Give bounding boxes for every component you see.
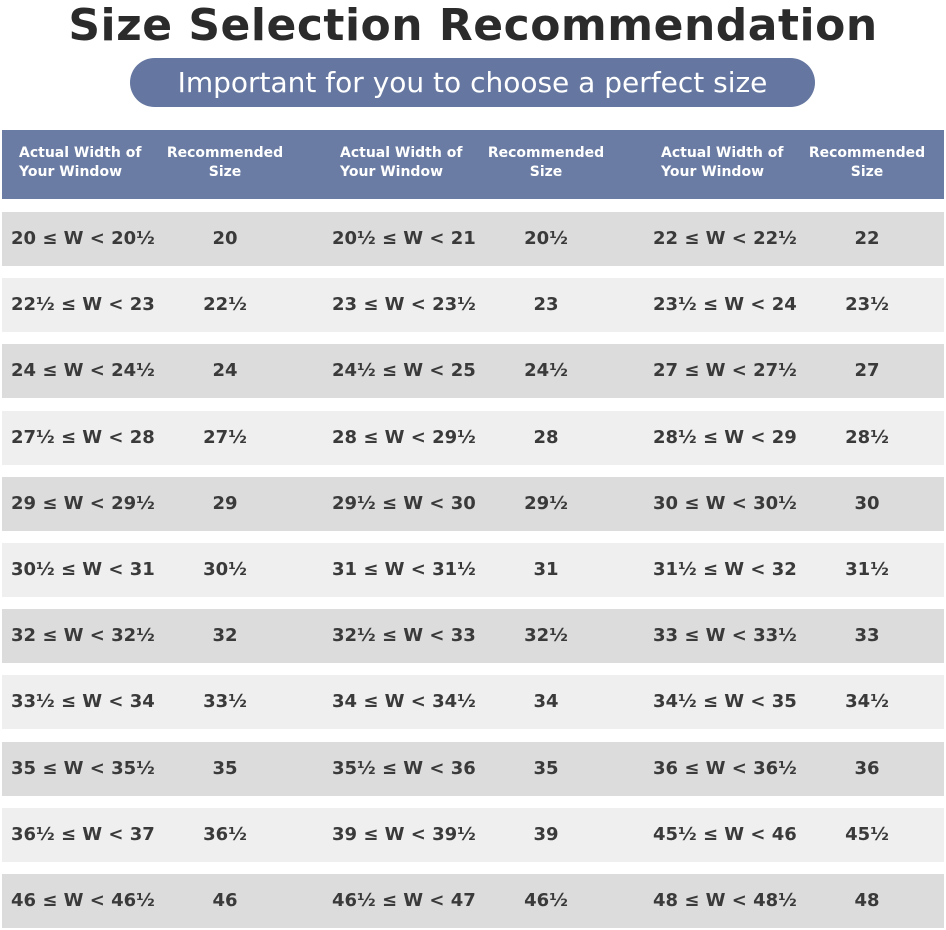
recommended-size: 32 bbox=[212, 625, 238, 647]
recommended-size: 34½ bbox=[845, 691, 889, 713]
table-row: 35 ≤ W < 35½ 35 35½ ≤ W < 36 35 36 ≤ W < 36½… bbox=[2, 741, 944, 796]
width-range: 32½ ≤ W < 33 bbox=[332, 625, 476, 647]
recommended-size: 33 bbox=[854, 625, 880, 647]
recommended-size: 46½ bbox=[524, 890, 568, 911]
recommended-size: 33½ bbox=[203, 691, 247, 713]
recommended-size: 30½ bbox=[203, 559, 247, 580]
width-range: 48 ≤ W < 48½ bbox=[653, 890, 797, 911]
width-range: 35½ ≤ W < 36 bbox=[332, 757, 476, 779]
width-range: 23 ≤ W < 23½ bbox=[332, 294, 476, 316]
recommended-size: 20 bbox=[212, 228, 238, 249]
recommended-size: 34 bbox=[533, 691, 559, 713]
recommended-size: 22½ bbox=[203, 294, 247, 316]
subtitle: Important for you to choose a perfect si… bbox=[130, 58, 815, 107]
width-range: 36½ ≤ W < 37 bbox=[11, 823, 155, 845]
column-header: Recommended Size bbox=[487, 145, 605, 180]
column-header: Actual Width of Your Window bbox=[661, 145, 784, 180]
table-row: 29 ≤ W < 29½ 29 29½ ≤ W < 30 29½ 30 ≤ W < 30… bbox=[2, 476, 944, 531]
recommended-size: 20½ bbox=[524, 228, 568, 249]
recommended-size: 39 bbox=[533, 823, 559, 845]
width-range: 24½ ≤ W < 25 bbox=[332, 360, 476, 382]
recommended-size: 27½ bbox=[203, 426, 247, 448]
width-range: 28 ≤ W < 29½ bbox=[332, 426, 476, 448]
recommended-size: 36½ bbox=[203, 823, 247, 845]
table-row: 30½ ≤ W < 31 30½ 31 ≤ W < 31½ 31 31½ ≤ W < 3… bbox=[2, 543, 944, 597]
recommended-size: 48 bbox=[854, 890, 880, 911]
width-range: 23½ ≤ W < 24 bbox=[653, 294, 797, 316]
width-range: 35 ≤ W < 35½ bbox=[11, 757, 155, 779]
recommended-size: 45½ bbox=[845, 823, 889, 845]
recommended-size: 35 bbox=[212, 757, 238, 779]
table-row: 46 ≤ W < 46½ 46 46½ ≤ W < 47 46½ 48 ≤ W < 48… bbox=[2, 874, 944, 928]
title: Size Selection Recommendation bbox=[68, 0, 878, 51]
width-range: 34 ≤ W < 34½ bbox=[332, 691, 476, 713]
recommended-size: 31 bbox=[533, 559, 559, 580]
recommended-size: 24½ bbox=[524, 360, 568, 382]
recommended-size: 23½ bbox=[845, 294, 889, 316]
recommended-size: 23 bbox=[533, 294, 559, 316]
width-range: 20 ≤ W < 20½ bbox=[11, 228, 155, 249]
recommended-size: 28½ bbox=[845, 426, 889, 448]
width-range: 33 ≤ W < 33½ bbox=[653, 625, 797, 647]
width-range: 32 ≤ W < 32½ bbox=[11, 625, 155, 647]
recommended-size: 29½ bbox=[524, 492, 568, 514]
table-row: 20 ≤ W < 20½ 20 20½ ≤ W < 21 20½ 22 ≤ W < 22… bbox=[2, 212, 944, 266]
width-range: 31 ≤ W < 31½ bbox=[332, 559, 476, 580]
width-range: 36 ≤ W < 36½ bbox=[653, 757, 797, 779]
table-row: 22½ ≤ W < 23 22½ 23 ≤ W < 23½ 23 23½ ≤ W < 2… bbox=[2, 278, 944, 333]
recommended-size: 29 bbox=[212, 492, 238, 514]
recommended-size: 35 bbox=[533, 757, 559, 779]
recommended-size: 24 bbox=[212, 360, 238, 382]
width-range: 20½ ≤ W < 21 bbox=[332, 228, 476, 249]
width-range: 22 ≤ W < 22½ bbox=[653, 228, 797, 249]
table-row: 36½ ≤ W < 37 36½ 39 ≤ W < 39½ 39 45½ ≤ W < 4… bbox=[2, 807, 944, 862]
recommended-size: 32½ bbox=[524, 625, 568, 647]
table-header: Actual Width of Your Window Recommended S… bbox=[2, 130, 944, 199]
table-row: 24 ≤ W < 24½ 24 24½ ≤ W < 25 24½ 27 ≤ W < 27… bbox=[2, 344, 944, 399]
table-row: 27½ ≤ W < 28 27½ 28 ≤ W < 29½ 28 28½ ≤ W < 2… bbox=[2, 410, 944, 465]
recommended-size: 31½ bbox=[845, 559, 889, 580]
width-range: 46 ≤ W < 46½ bbox=[11, 890, 155, 911]
recommended-size: 36 bbox=[854, 757, 880, 779]
width-range: 24 ≤ W < 24½ bbox=[11, 360, 155, 382]
width-range: 27½ ≤ W < 28 bbox=[11, 426, 155, 448]
recommended-size: 30 bbox=[854, 492, 880, 514]
width-range: 34½ ≤ W < 35 bbox=[653, 691, 797, 713]
width-range: 46½ ≤ W < 47 bbox=[332, 890, 476, 911]
width-range: 31½ ≤ W < 32 bbox=[653, 559, 797, 580]
recommended-size: 22 bbox=[854, 228, 880, 249]
column-header: Recommended Size bbox=[166, 145, 284, 180]
width-range: 39 ≤ W < 39½ bbox=[332, 823, 476, 845]
width-range: 30 ≤ W < 30½ bbox=[653, 492, 797, 514]
width-range: 22½ ≤ W < 23 bbox=[11, 294, 155, 316]
recommended-size: 46 bbox=[212, 890, 238, 911]
recommended-size: 27 bbox=[854, 360, 880, 382]
table-row: 32 ≤ W < 32½ 32 32½ ≤ W < 33 32½ 33 ≤ W < 33… bbox=[2, 609, 944, 664]
width-range: 27 ≤ W < 27½ bbox=[653, 360, 797, 382]
width-range: 29½ ≤ W < 30 bbox=[332, 492, 476, 514]
column-header: Actual Width of Your Window bbox=[340, 145, 463, 180]
width-range: 45½ ≤ W < 46 bbox=[653, 823, 797, 845]
recommended-size: 28 bbox=[533, 426, 559, 448]
width-range: 33½ ≤ W < 34 bbox=[11, 691, 155, 713]
width-range: 30½ ≤ W < 31 bbox=[11, 559, 155, 580]
table-row: 33½ ≤ W < 34 33½ 34 ≤ W < 34½ 34 34½ ≤ W < 3… bbox=[2, 675, 944, 730]
width-range: 28½ ≤ W < 29 bbox=[653, 426, 797, 448]
column-header: Actual Width of Your Window bbox=[19, 145, 142, 180]
column-header: Recommended Size bbox=[808, 145, 926, 180]
width-range: 29 ≤ W < 29½ bbox=[11, 492, 155, 514]
